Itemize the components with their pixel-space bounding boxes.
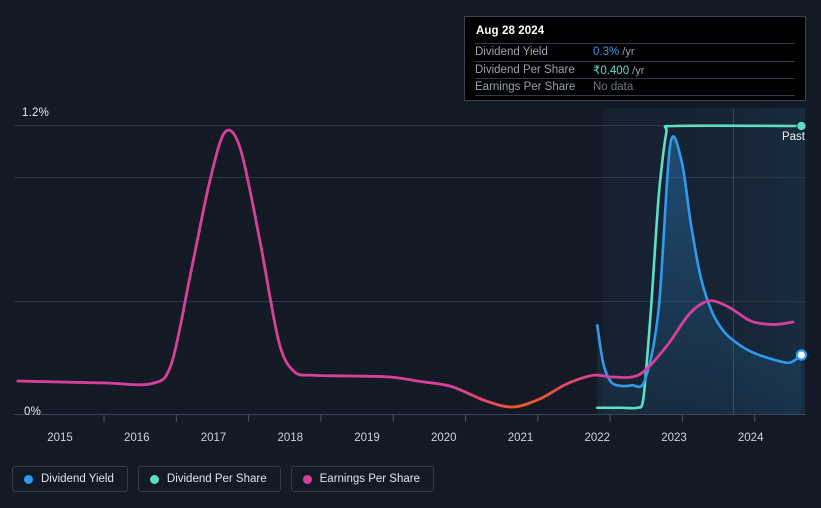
- tooltip-row: Dividend Yield 0.3% /yr: [475, 43, 795, 61]
- y-axis-label-max: 1.2%: [22, 107, 50, 119]
- legend-item-earnings-per-share[interactable]: Earnings Per Share: [290, 466, 434, 492]
- legend-color-dot-icon: [149, 474, 159, 484]
- x-axis-label-2022: 2022: [584, 432, 611, 444]
- x-axis-label-2020: 2020: [431, 432, 457, 444]
- tooltip-row-number: 0.3%: [593, 46, 620, 59]
- past-period-label: Past: [781, 131, 805, 143]
- x-axis-label-2024: 2024: [737, 432, 764, 444]
- legend-item-label: Dividend Yield: [41, 473, 114, 485]
- tooltip-date: Aug 28 2024: [476, 25, 545, 37]
- dividend-per-share-line: [595, 124, 803, 410]
- y-axis-label-min: 0%: [24, 406, 42, 418]
- legend-color-dot-icon: [302, 474, 312, 484]
- x-axis-ticks: [103, 415, 756, 422]
- x-axis-label-2016: 2016: [124, 432, 150, 444]
- x-axis-label-2021: 2021: [507, 432, 534, 444]
- tooltip-row-unit: /yr: [629, 64, 645, 77]
- dividend-per-share-endpoint-marker: [796, 121, 807, 132]
- legend-item-dividend-yield[interactable]: Dividend Yield: [12, 466, 128, 492]
- tooltip-rows: Dividend Yield 0.3% /yr Dividend Per Share…: [475, 43, 795, 96]
- tooltip-row-number: No data: [593, 80, 634, 93]
- legend-item-label: Dividend Per Share: [166, 473, 267, 485]
- tooltip-row: Dividend Per Share ₹0.400 /yr: [475, 60, 795, 79]
- legend-color-dot-icon: [24, 474, 33, 484]
- x-axis-label-2017: 2017: [200, 432, 227, 444]
- tooltip-row-label: Earnings Per Share: [475, 80, 576, 93]
- tooltip-row-value: No data: [593, 81, 633, 93]
- tooltip-row-value: ₹0.400 /yr: [593, 63, 644, 77]
- tooltip-row-label: Dividend Per Share: [475, 63, 575, 76]
- tooltip-row-value: 0.3% /yr: [593, 46, 635, 58]
- legend-item-dividend-per-share[interactable]: Dividend Per Share: [137, 466, 281, 492]
- dividend-yield-line: [595, 135, 803, 389]
- chart-tooltip: Aug 28 2024 Dividend Yield 0.3% /yr Divide…: [464, 16, 806, 101]
- tooltip-row: Earnings Per Share No data: [475, 78, 795, 96]
- legend-item-label: Earnings Per Share: [319, 473, 420, 485]
- dividend-yield-endpoint-marker: [795, 349, 808, 361]
- x-axis-label-2019: 2019: [354, 432, 380, 444]
- x-axis-label-2018: 2018: [277, 432, 304, 444]
- chart-legend: Dividend Yield Dividend Per Share Earnings…: [12, 466, 434, 492]
- chart-svg: [14, 108, 808, 422]
- earnings-per-share-line: [16, 128, 795, 409]
- tooltip-row-unit: /yr: [619, 46, 635, 59]
- x-axis-label-2015: 2015: [47, 432, 73, 444]
- tooltip-row-number: ₹0.400: [593, 64, 630, 77]
- chart-plot-area: [14, 108, 808, 422]
- x-axis-label-2023: 2023: [661, 432, 687, 444]
- tooltip-row-label: Dividend Yield: [475, 46, 548, 59]
